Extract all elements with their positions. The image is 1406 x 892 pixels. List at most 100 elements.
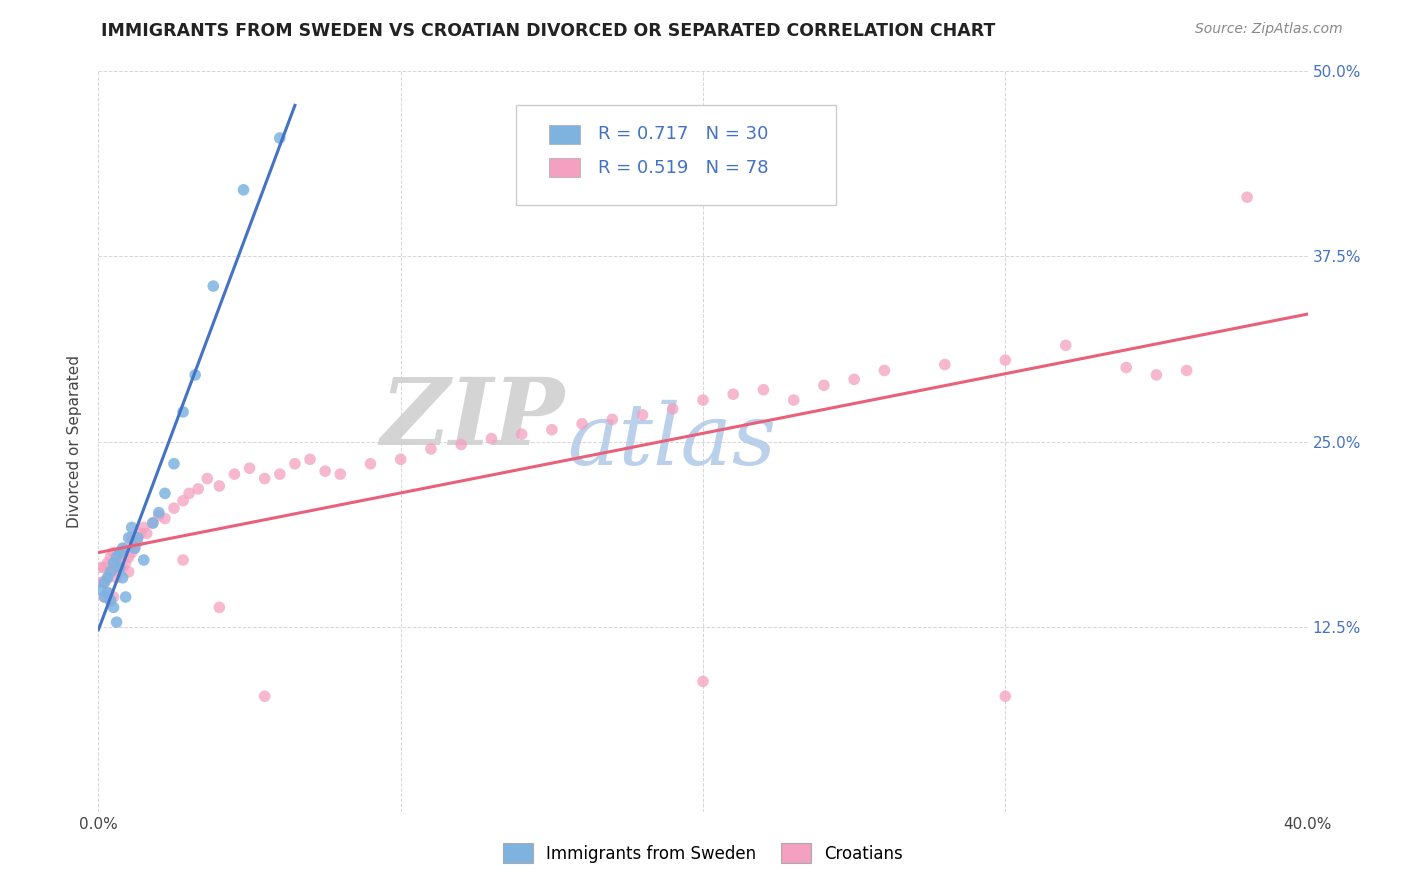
Point: [510, 427, 533, 442]
Point: [329, 467, 352, 482]
Point: [253, 471, 276, 485]
Point: [253, 690, 276, 704]
Point: [360, 457, 382, 471]
Legend: Immigrants from Sweden, Croatians: Immigrants from Sweden, Croatians: [496, 837, 910, 870]
Point: [103, 556, 125, 570]
Point: [118, 565, 141, 579]
Point: [873, 363, 896, 377]
Point: [100, 594, 122, 608]
Point: [163, 501, 186, 516]
Point: [108, 546, 131, 560]
Point: [93, 575, 115, 590]
Point: [124, 541, 146, 556]
Point: [994, 353, 1017, 368]
Point: [114, 556, 136, 570]
Text: ZIP: ZIP: [380, 375, 564, 465]
Text: atlas: atlas: [568, 401, 776, 483]
Point: [284, 457, 307, 471]
Point: [142, 516, 165, 530]
Point: [96, 571, 118, 585]
Y-axis label: Divorced or Separated: Divorced or Separated: [67, 355, 83, 528]
Point: [105, 556, 128, 570]
Point: [105, 549, 128, 564]
Point: [103, 590, 125, 604]
Point: [142, 516, 165, 530]
Point: [93, 590, 115, 604]
Point: [111, 571, 134, 585]
Point: [127, 531, 149, 545]
Point: [100, 549, 122, 564]
Point: [108, 549, 131, 564]
Point: [100, 565, 122, 579]
Point: [114, 541, 136, 556]
Point: [90, 582, 112, 597]
Point: [114, 590, 136, 604]
Point: [389, 452, 412, 467]
Point: [420, 442, 443, 456]
Point: [100, 593, 122, 607]
Point: [103, 546, 125, 560]
Point: [692, 674, 714, 689]
Point: [540, 423, 562, 437]
Point: [96, 585, 118, 599]
Point: [108, 565, 131, 579]
Point: [172, 553, 194, 567]
FancyBboxPatch shape: [550, 159, 579, 177]
Point: [239, 461, 262, 475]
Point: [269, 467, 291, 482]
Point: [752, 383, 775, 397]
Point: [232, 183, 254, 197]
Point: [121, 520, 143, 534]
Point: [153, 511, 176, 525]
Point: [661, 401, 683, 416]
Point: [96, 571, 118, 585]
Point: [153, 486, 176, 500]
Point: [571, 417, 593, 431]
Point: [121, 546, 143, 560]
Point: [602, 412, 624, 426]
Point: [93, 575, 115, 590]
Point: [93, 560, 115, 574]
Text: IMMIGRANTS FROM SWEDEN VS CROATIAN DIVORCED OR SEPARATED CORRELATION CHART: IMMIGRANTS FROM SWEDEN VS CROATIAN DIVOR…: [101, 22, 995, 40]
Point: [692, 393, 714, 408]
Point: [934, 358, 956, 372]
Point: [132, 520, 155, 534]
Text: R = 0.519   N = 78: R = 0.519 N = 78: [598, 159, 768, 177]
Point: [163, 457, 186, 471]
Point: [844, 372, 866, 386]
Point: [103, 600, 125, 615]
Point: [148, 506, 170, 520]
Point: [129, 526, 152, 541]
Point: [127, 535, 149, 549]
Point: [111, 546, 134, 560]
Point: [148, 508, 170, 523]
Point: [187, 482, 209, 496]
Point: [184, 368, 207, 382]
FancyBboxPatch shape: [550, 125, 579, 144]
Point: [96, 556, 118, 570]
Point: [118, 531, 141, 545]
Point: [631, 408, 654, 422]
Point: [269, 131, 291, 145]
Point: [1144, 368, 1167, 382]
Point: [994, 690, 1017, 704]
FancyBboxPatch shape: [516, 104, 837, 204]
Point: [299, 452, 322, 467]
Point: [1054, 338, 1077, 352]
Point: [202, 279, 225, 293]
Point: [1236, 190, 1258, 204]
Point: [208, 479, 231, 493]
Point: [208, 600, 231, 615]
Point: [481, 432, 503, 446]
Point: [179, 486, 201, 500]
Point: [723, 387, 745, 401]
Point: [1175, 363, 1198, 377]
Point: [103, 560, 125, 574]
Point: [100, 565, 122, 579]
Point: [111, 560, 134, 574]
Point: [1115, 360, 1137, 375]
Point: [111, 541, 134, 556]
Point: [783, 393, 806, 408]
Point: [224, 467, 246, 482]
Point: [90, 560, 112, 574]
